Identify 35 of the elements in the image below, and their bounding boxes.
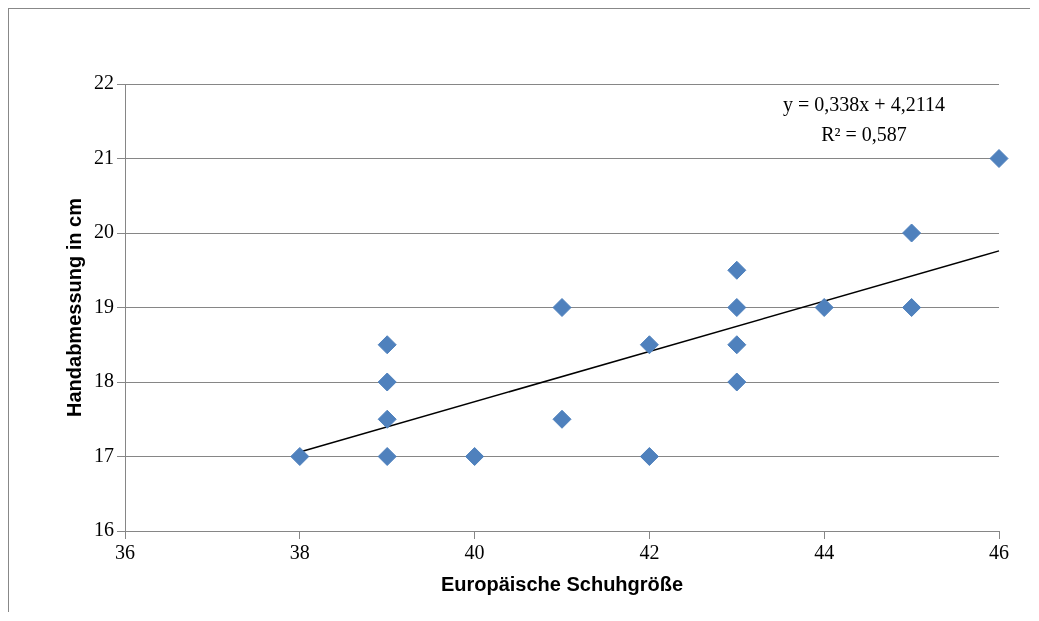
y-axis-title: Handabmessung in cm [62, 198, 85, 417]
x-axis-title: Europäische Schuhgröße [440, 572, 684, 595]
point [377, 409, 397, 429]
point [552, 298, 572, 317]
y-tick-label: 17 [94, 443, 114, 466]
point [727, 298, 747, 317]
x-tick-label: 36 [115, 541, 135, 564]
annotation: R² = 0,587 [821, 123, 907, 146]
point [989, 149, 1009, 168]
y-tick-label: 20 [94, 220, 114, 243]
x-tick-label: 42 [639, 541, 660, 564]
x-tick-label: 38 [289, 541, 310, 564]
annotation: y = 0,338x + 4,2114 [783, 93, 945, 117]
point [377, 447, 397, 466]
point [727, 335, 747, 355]
point [639, 335, 659, 355]
point [639, 447, 659, 466]
x-tick-label: 44 [814, 541, 835, 564]
point [552, 409, 572, 429]
x-tick-label: 46 [989, 541, 1009, 564]
point [465, 447, 485, 466]
y-tick-label: 19 [94, 294, 114, 317]
point [727, 372, 747, 392]
point [727, 260, 747, 280]
point [377, 372, 397, 392]
point [290, 447, 310, 466]
y-tick-label: 16 [94, 518, 114, 541]
y-tick-label: 21 [94, 145, 114, 168]
y-tick-label: 18 [94, 369, 114, 392]
point [902, 298, 922, 317]
x-tick-label: 40 [464, 541, 485, 564]
point [814, 298, 834, 317]
y-tick-label: 22 [94, 71, 114, 94]
point [377, 335, 397, 355]
point [902, 223, 922, 243]
